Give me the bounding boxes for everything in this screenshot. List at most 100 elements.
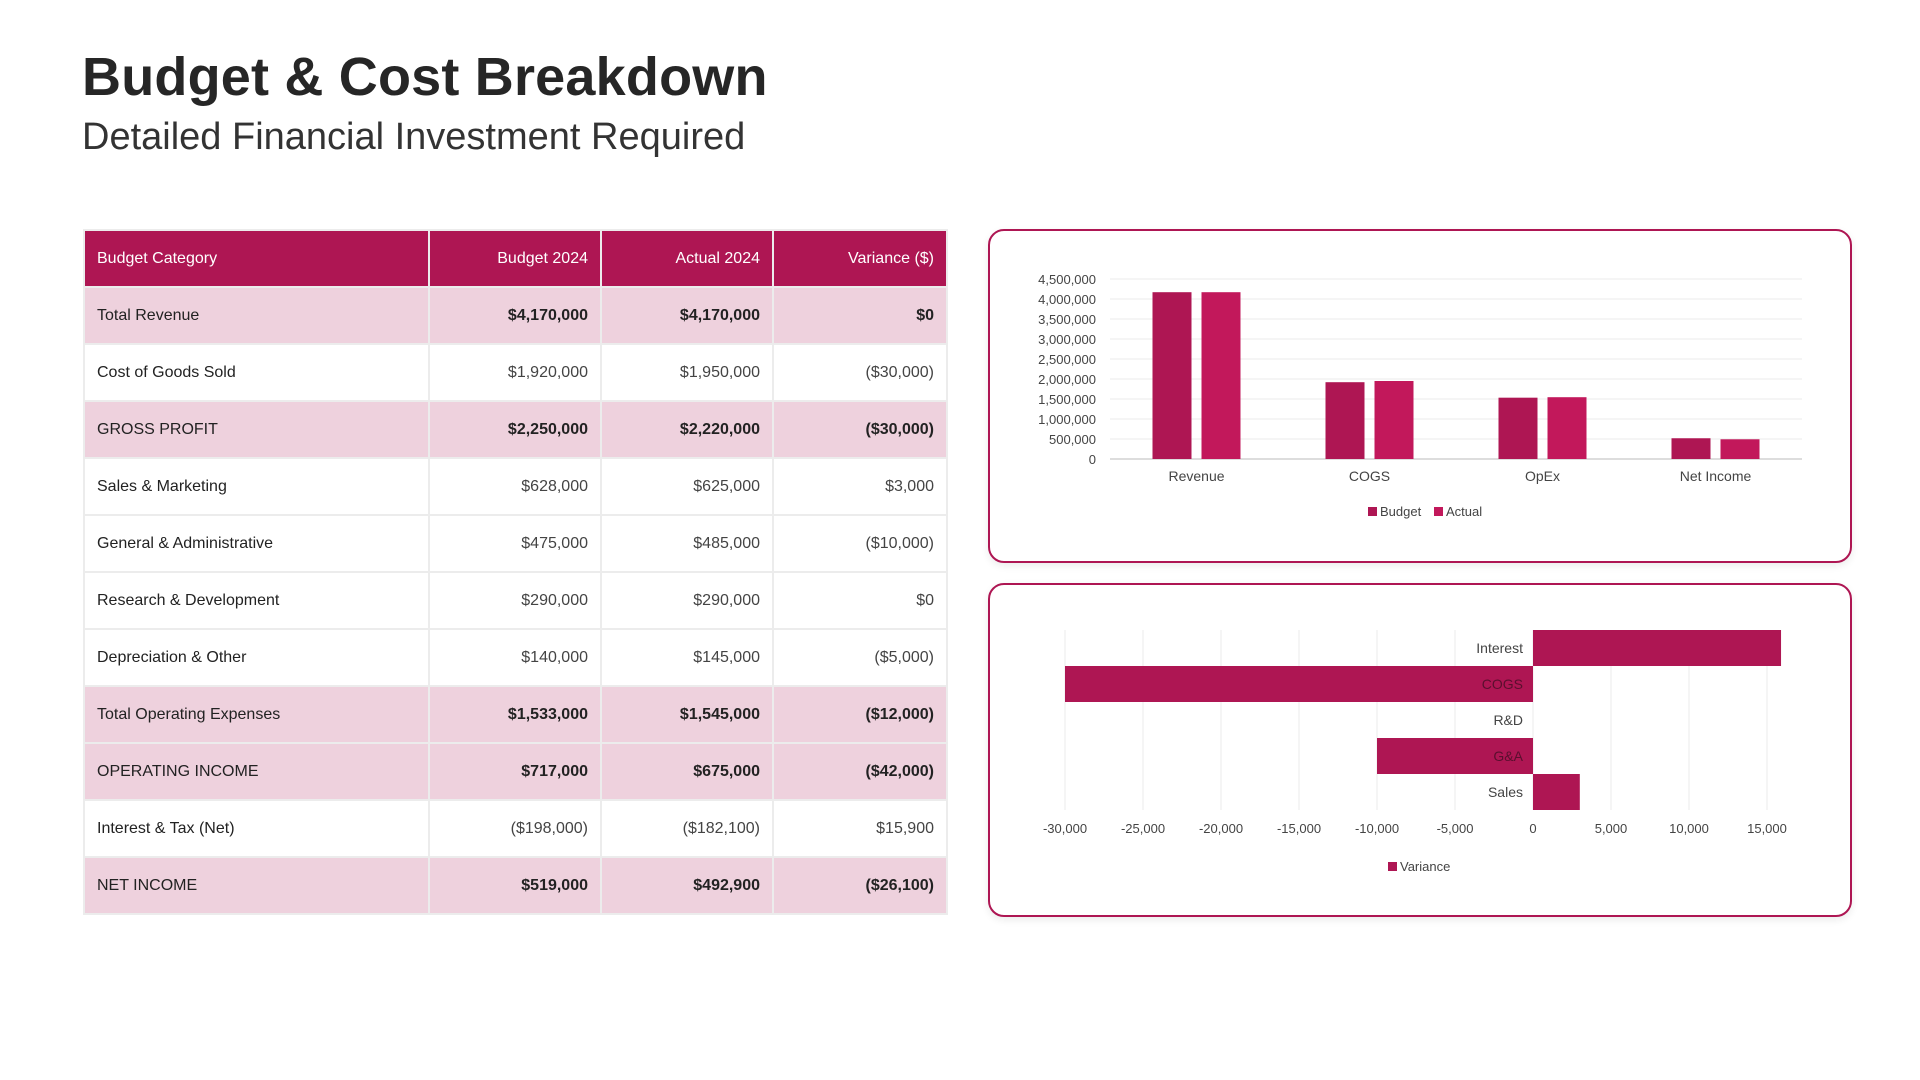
cell-variance: ($26,100) xyxy=(772,856,948,915)
y-tick-label: 2,500,000 xyxy=(1038,352,1096,367)
cell-variance: $3,000 xyxy=(772,457,948,516)
cell-actual: $145,000 xyxy=(600,628,774,687)
y-category-label: G&A xyxy=(1493,748,1523,764)
x-tick-label: -10,000 xyxy=(1355,821,1399,836)
y-tick-label: 1,000,000 xyxy=(1038,412,1096,427)
cell-actual: $4,170,000 xyxy=(600,286,774,345)
cell-budget: $1,533,000 xyxy=(428,685,602,744)
cell-budget: $475,000 xyxy=(428,514,602,573)
cell-budget: ($198,000) xyxy=(428,799,602,858)
cell-variance: ($10,000) xyxy=(772,514,948,573)
cell-actual: $625,000 xyxy=(600,457,774,516)
x-category-label: Net Income xyxy=(1680,468,1752,484)
cell-budget: $290,000 xyxy=(428,571,602,630)
table-row: Depreciation & Other $140,000 $145,000 ($5,… xyxy=(83,628,948,687)
variance-chart: -30,000 -25,000 -20,000 -15,000 -10,000 -5,00… xyxy=(1043,630,1787,874)
legend-label: Actual xyxy=(1446,504,1482,519)
x-tick-label: -20,000 xyxy=(1199,821,1243,836)
y-tick-label: 3,000,000 xyxy=(1038,332,1096,347)
cell-variance: ($30,000) xyxy=(772,343,948,402)
bar-actual xyxy=(1201,292,1241,459)
legend-label: Variance xyxy=(1400,859,1450,874)
table-row: OPERATING INCOME $717,000 $675,000 ($42,000… xyxy=(83,742,948,801)
bar-budget xyxy=(1325,382,1365,459)
bar-actual xyxy=(1720,439,1760,459)
cell-category: Research & Development xyxy=(83,571,430,630)
chart-legend: Budget Actual xyxy=(1368,504,1482,519)
bar-budget xyxy=(1152,292,1192,459)
bar-actual xyxy=(1374,381,1414,459)
cell-category: General & Administrative xyxy=(83,514,430,573)
bar-variance xyxy=(1533,774,1580,810)
legend-label: Budget xyxy=(1380,504,1422,519)
x-category-label: COGS xyxy=(1349,468,1390,484)
cell-category: Total Revenue xyxy=(83,286,430,345)
cell-actual: $1,545,000 xyxy=(600,685,774,744)
y-tick-label: 0 xyxy=(1089,452,1096,467)
cell-variance: $0 xyxy=(772,571,948,630)
cell-variance: $15,900 xyxy=(772,799,948,858)
cell-variance: ($5,000) xyxy=(772,628,948,687)
cell-actual: $290,000 xyxy=(600,571,774,630)
cell-actual: $1,950,000 xyxy=(600,343,774,402)
budget-vs-actual-chart-card: 0 500,000 1,000,000 1,500,000 2,000,000 2,500… xyxy=(988,229,1852,563)
y-category-label: Sales xyxy=(1488,784,1523,800)
cell-budget: $4,170,000 xyxy=(428,286,602,345)
bar-variance xyxy=(1065,666,1533,702)
cell-category: Total Operating Expenses xyxy=(83,685,430,744)
x-category-label: OpEx xyxy=(1525,468,1560,484)
cell-category: Interest & Tax (Net) xyxy=(83,799,430,858)
cell-budget: $140,000 xyxy=(428,628,602,687)
table-row: Total Operating Expenses $1,533,000 $1,545… xyxy=(83,685,948,744)
cell-actual: ($182,100) xyxy=(600,799,774,858)
cell-category: Depreciation & Other xyxy=(83,628,430,687)
table-header-row: Budget Category Budget 2024 Actual 2024 … xyxy=(83,229,948,288)
y-tick-label: 500,000 xyxy=(1049,432,1096,447)
bar-budget xyxy=(1498,397,1538,459)
cell-budget: $2,250,000 xyxy=(428,400,602,459)
y-category-label: R&D xyxy=(1493,712,1523,728)
x-tick-label: 5,000 xyxy=(1595,821,1628,836)
legend-swatch-actual xyxy=(1434,507,1443,516)
legend-swatch-budget xyxy=(1368,507,1377,516)
table-row: Interest & Tax (Net) ($198,000) ($182,100)… xyxy=(83,799,948,858)
cell-budget: $717,000 xyxy=(428,742,602,801)
x-tick-label: 10,000 xyxy=(1669,821,1709,836)
x-tick-label: -30,000 xyxy=(1043,821,1087,836)
cell-variance: ($12,000) xyxy=(772,685,948,744)
page-title: Budget & Cost Breakdown xyxy=(82,47,768,107)
budget-vs-actual-chart: 0 500,000 1,000,000 1,500,000 2,000,000 2,500… xyxy=(1038,272,1802,519)
cell-category: Sales & Marketing xyxy=(83,457,430,516)
table-row: NET INCOME $519,000 $492,900 ($26,100) xyxy=(83,856,948,915)
cell-actual: $492,900 xyxy=(600,856,774,915)
bar-variance xyxy=(1533,630,1782,666)
cell-budget: $519,000 xyxy=(428,856,602,915)
chart-legend: Variance xyxy=(1388,859,1450,874)
budget-table: Budget Category Budget 2024 Actual 2024 … xyxy=(83,229,948,915)
x-tick-label: 0 xyxy=(1529,821,1536,836)
y-tick-label: 1,500,000 xyxy=(1038,392,1096,407)
cell-variance: ($30,000) xyxy=(772,400,948,459)
column-header-variance: Variance ($) xyxy=(772,229,948,288)
y-tick-label: 4,000,000 xyxy=(1038,292,1096,307)
cell-category: Cost of Goods Sold xyxy=(83,343,430,402)
table-row: General & Administrative $475,000 $485,000… xyxy=(83,514,948,573)
x-tick-label: -15,000 xyxy=(1277,821,1321,836)
cell-actual: $485,000 xyxy=(600,514,774,573)
column-header-actual: Actual 2024 xyxy=(600,229,774,288)
bar-actual xyxy=(1547,397,1587,459)
y-tick-label: 2,000,000 xyxy=(1038,372,1096,387)
table-row: Research & Development $290,000 $290,000 $0 xyxy=(83,571,948,630)
table-row: Cost of Goods Sold $1,920,000 $1,950,000 ($… xyxy=(83,343,948,402)
x-tick-label: -25,000 xyxy=(1121,821,1165,836)
column-header-category: Budget Category xyxy=(83,229,430,288)
y-tick-label: 3,500,000 xyxy=(1038,312,1096,327)
bar-budget xyxy=(1671,438,1711,459)
table-row: Total Revenue $4,170,000 $4,170,000 $0 xyxy=(83,286,948,345)
table-row: Sales & Marketing $628,000 $625,000 $3,000 xyxy=(83,457,948,516)
cell-actual: $2,220,000 xyxy=(600,400,774,459)
cell-category: OPERATING INCOME xyxy=(83,742,430,801)
table-row: GROSS PROFIT $2,250,000 $2,220,000 ($30,000… xyxy=(83,400,948,459)
cell-category: GROSS PROFIT xyxy=(83,400,430,459)
cell-category: NET INCOME xyxy=(83,856,430,915)
